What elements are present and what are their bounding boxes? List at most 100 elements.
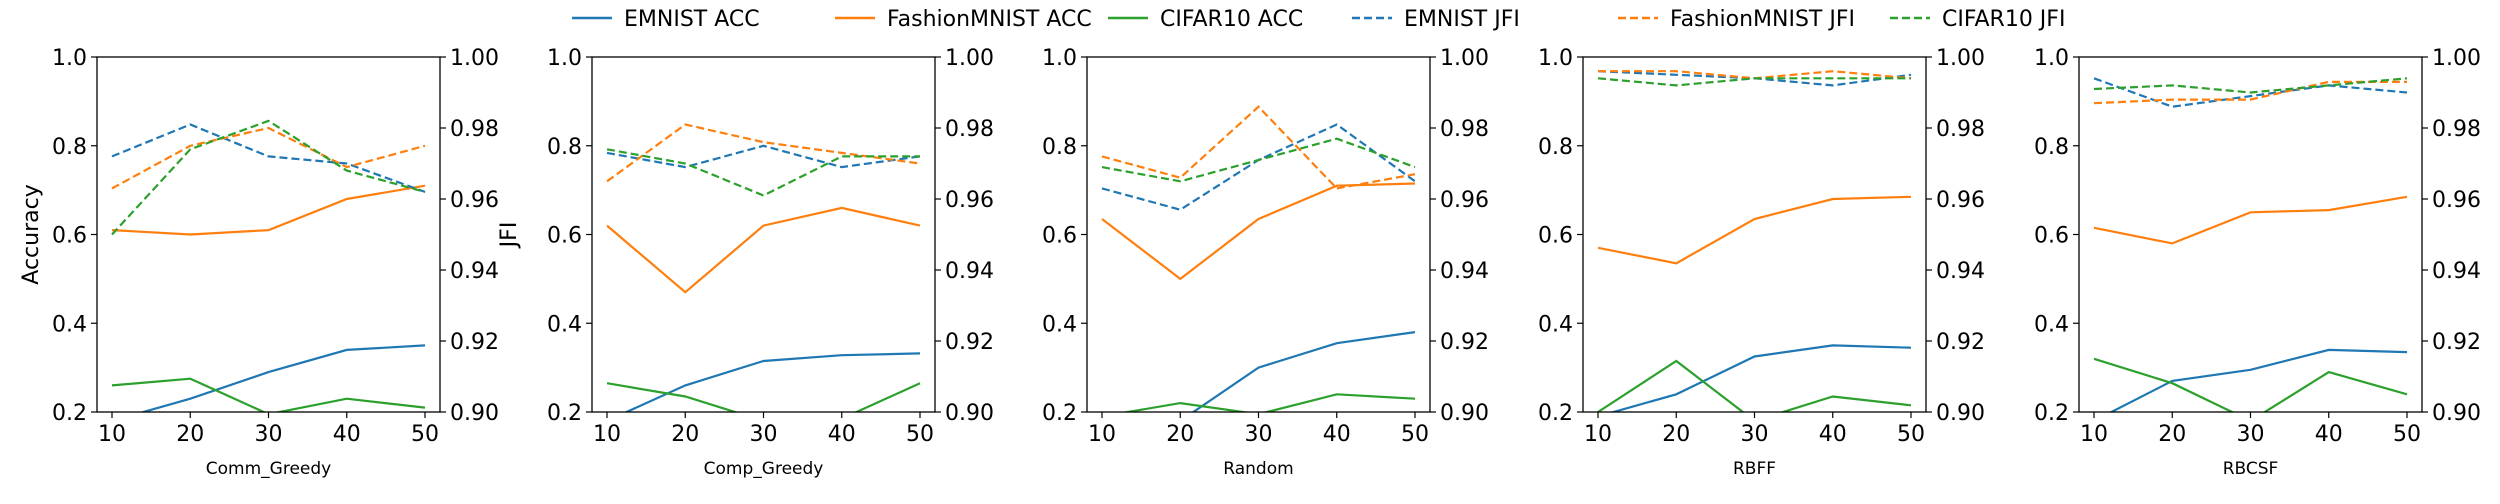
right-y-tick-label: 0.98 xyxy=(1936,117,1985,142)
right-y-tick-label: 0.94 xyxy=(945,259,994,284)
x-tick-label: 20 xyxy=(176,422,204,447)
left-y-tick-label: 0.4 xyxy=(52,312,87,337)
left-y-tick-label: 0.8 xyxy=(547,135,582,160)
series-line-emnist-jfi xyxy=(606,144,921,169)
plot-frame xyxy=(591,56,936,413)
series-line-fashionmnist-jfi xyxy=(2093,80,2407,105)
series-line-fashionmnist-acc xyxy=(606,206,921,294)
right-y-tick-label: 0.94 xyxy=(1440,259,1489,284)
subplot-xlabel: Comm_Greedy xyxy=(206,459,331,479)
left-y-tick-label: 0.4 xyxy=(1538,312,1573,337)
series-line-emnist-acc xyxy=(139,344,426,412)
left-y-tick-label: 1.0 xyxy=(52,46,87,71)
x-tick-label: 20 xyxy=(1166,422,1194,447)
right-axis-title: JFI xyxy=(497,222,522,250)
right-y-tick-label: 0.96 xyxy=(945,188,994,213)
left-y-tick-label: 0.2 xyxy=(52,401,87,426)
series-line-cifar10-acc xyxy=(1121,393,1416,412)
right-y-tick-label: 0.98 xyxy=(945,117,994,142)
x-tick-label: 40 xyxy=(1323,422,1351,447)
x-tick-label: 20 xyxy=(2158,422,2186,447)
legend-label: FashionMNIST ACC xyxy=(887,7,1092,32)
x-tick-label: 10 xyxy=(2080,422,2108,447)
subplot-xlabel: Comp_Greedy xyxy=(704,459,824,479)
right-y-tick-label: 1.00 xyxy=(1936,46,1985,71)
left-y-tick-label: 0.8 xyxy=(1538,135,1573,160)
right-y-tick-label: 0.90 xyxy=(450,401,499,426)
series-line-cifar10-jfi xyxy=(2093,77,2408,94)
x-tick-label: 40 xyxy=(333,422,361,447)
right-y-tick-label: 0.94 xyxy=(450,259,499,284)
x-tick-label: 50 xyxy=(2393,422,2421,447)
right-y-tick-label: 0.90 xyxy=(1936,401,1985,426)
series-line-fashionmnist-acc xyxy=(2093,195,2408,245)
left-y-tick-label: 0.6 xyxy=(52,224,87,249)
right-y-tick-label: 0.92 xyxy=(945,330,994,355)
left-y-tick-label: 1.0 xyxy=(1042,46,1077,71)
right-y-tick-label: 0.90 xyxy=(1440,401,1489,426)
right-y-tick-label: 0.90 xyxy=(2432,401,2481,426)
left-axis-title: Accuracy xyxy=(19,184,44,284)
legend-label: EMNIST ACC xyxy=(624,7,760,32)
right-y-tick-label: 0.96 xyxy=(450,188,499,213)
subplot-xlabel: Random xyxy=(1223,459,1293,479)
left-y-tick-label: 0.6 xyxy=(2034,224,2069,249)
right-y-tick-label: 0.96 xyxy=(1936,188,1985,213)
subplot-xlabel: RBCSF xyxy=(2223,459,2279,479)
right-y-tick-label: 0.90 xyxy=(945,401,994,426)
right-y-tick-label: 0.92 xyxy=(1936,330,1985,355)
x-tick-label: 50 xyxy=(411,422,439,447)
left-y-tick-label: 0.2 xyxy=(1538,401,1573,426)
left-y-tick-label: 0.6 xyxy=(1538,224,1573,249)
x-tick-label: 20 xyxy=(1662,422,1690,447)
x-tick-label: 50 xyxy=(1897,422,1925,447)
right-y-tick-label: 0.96 xyxy=(2432,188,2481,213)
plot-frame xyxy=(1086,56,1431,413)
x-tick-label: 10 xyxy=(593,422,621,447)
right-y-tick-label: 0.98 xyxy=(1440,117,1489,142)
series-line-emnist-jfi xyxy=(2093,77,2408,108)
left-y-tick-label: 0.4 xyxy=(2034,312,2069,337)
right-y-tick-label: 1.00 xyxy=(2432,46,2481,71)
series-line-cifar10-jfi xyxy=(111,119,426,236)
right-y-tick-label: 1.00 xyxy=(450,46,499,71)
right-y-tick-label: 0.98 xyxy=(2432,117,2481,142)
x-tick-label: 30 xyxy=(2237,422,2265,447)
x-tick-label: 20 xyxy=(671,422,699,447)
series-line-cifar10-jfi xyxy=(606,148,920,197)
x-tick-label: 30 xyxy=(1741,422,1769,447)
series-line-emnist-acc xyxy=(1191,331,1416,412)
series-line-fashionmnist-jfi xyxy=(111,126,426,190)
series-line-cifar10-acc xyxy=(1597,359,1912,412)
right-y-tick-label: 0.98 xyxy=(450,117,499,142)
left-y-tick-label: 0.2 xyxy=(1042,401,1077,426)
series-line-emnist-acc xyxy=(1609,344,1912,412)
x-tick-label: 10 xyxy=(1584,422,1612,447)
series-line-emnist-jfi xyxy=(1101,123,1416,211)
plot-frame xyxy=(96,56,441,413)
series-line-emnist-acc xyxy=(623,352,921,412)
left-y-tick-label: 0.6 xyxy=(1042,224,1077,249)
x-tick-label: 40 xyxy=(828,422,856,447)
x-tick-label: 10 xyxy=(98,422,126,447)
left-y-tick-label: 0.8 xyxy=(1042,135,1077,160)
right-y-tick-label: 0.96 xyxy=(1440,188,1489,213)
left-y-tick-label: 0.4 xyxy=(547,312,582,337)
right-y-tick-label: 0.92 xyxy=(1440,330,1489,355)
x-tick-label: 50 xyxy=(1401,422,1429,447)
x-tick-label: 10 xyxy=(1088,422,1116,447)
left-y-tick-label: 1.0 xyxy=(2034,46,2069,71)
series-line-emnist-acc xyxy=(2109,348,2408,412)
left-y-tick-label: 0.4 xyxy=(1042,312,1077,337)
series-line-cifar10-acc xyxy=(111,377,426,412)
series-line-fashionmnist-jfi xyxy=(606,123,921,183)
legend-label: CIFAR10 JFI xyxy=(1942,7,2065,32)
series-line-cifar10-acc xyxy=(2093,357,2408,412)
left-y-tick-label: 1.0 xyxy=(547,46,582,71)
right-y-tick-label: 0.94 xyxy=(1936,259,1985,284)
x-tick-label: 30 xyxy=(255,422,283,447)
series-line-fashionmnist-acc xyxy=(1101,182,1416,281)
x-tick-label: 40 xyxy=(2315,422,2343,447)
right-y-tick-label: 0.92 xyxy=(2432,330,2481,355)
